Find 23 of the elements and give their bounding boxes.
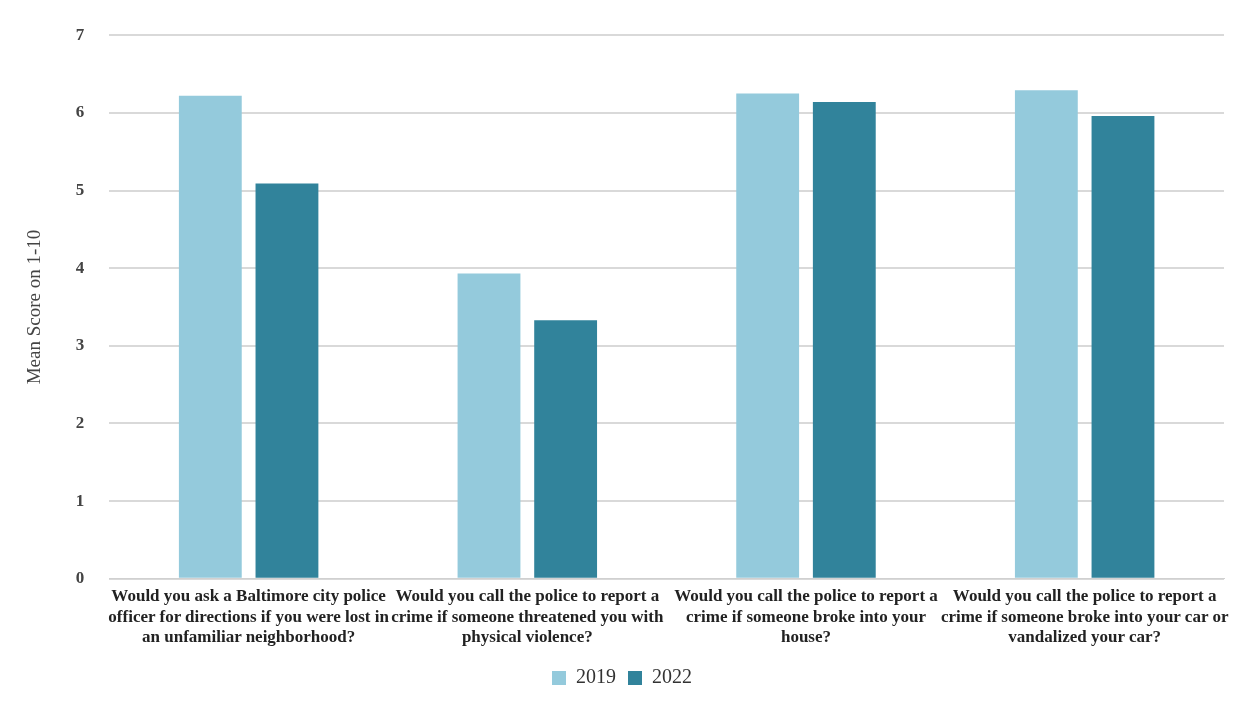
y-tick-label: 3 — [75, 335, 85, 355]
bar — [534, 320, 598, 578]
y-tick-label: 4 — [75, 257, 85, 277]
bar — [812, 101, 876, 578]
y-tick-label: 5 — [75, 179, 85, 199]
x-tick-label: Would you ask a Baltimore city police officer for directions if you were lost in an unfamiliar neighborhood? — [108, 586, 390, 647]
legend-label: 2022 — [652, 665, 692, 688]
bar — [457, 273, 521, 578]
y-tick-label: 7 — [75, 24, 85, 44]
y-tick-label: 0 — [75, 568, 85, 588]
bar — [1014, 90, 1078, 578]
x-tick-label: Would you call the police to report a crime if someone broke into your house? — [674, 586, 939, 647]
y-tick-label: 1 — [75, 490, 85, 510]
y-tick-label: 6 — [75, 102, 85, 122]
y-tick-label: 2 — [75, 412, 85, 432]
bar — [255, 183, 319, 578]
legend-label: 2019 — [576, 665, 616, 688]
y-axis-title: Mean Score on 1-10 — [23, 229, 45, 385]
x-tick-label: Would you call the police to report a crime if someone broke into your car or vandalized your car? — [940, 586, 1229, 647]
bar — [736, 93, 800, 578]
bar — [178, 95, 242, 578]
bar — [1091, 115, 1155, 578]
x-tick-label: Would you call the police to report a crime if someone threatened you with physical violence? — [391, 586, 664, 647]
